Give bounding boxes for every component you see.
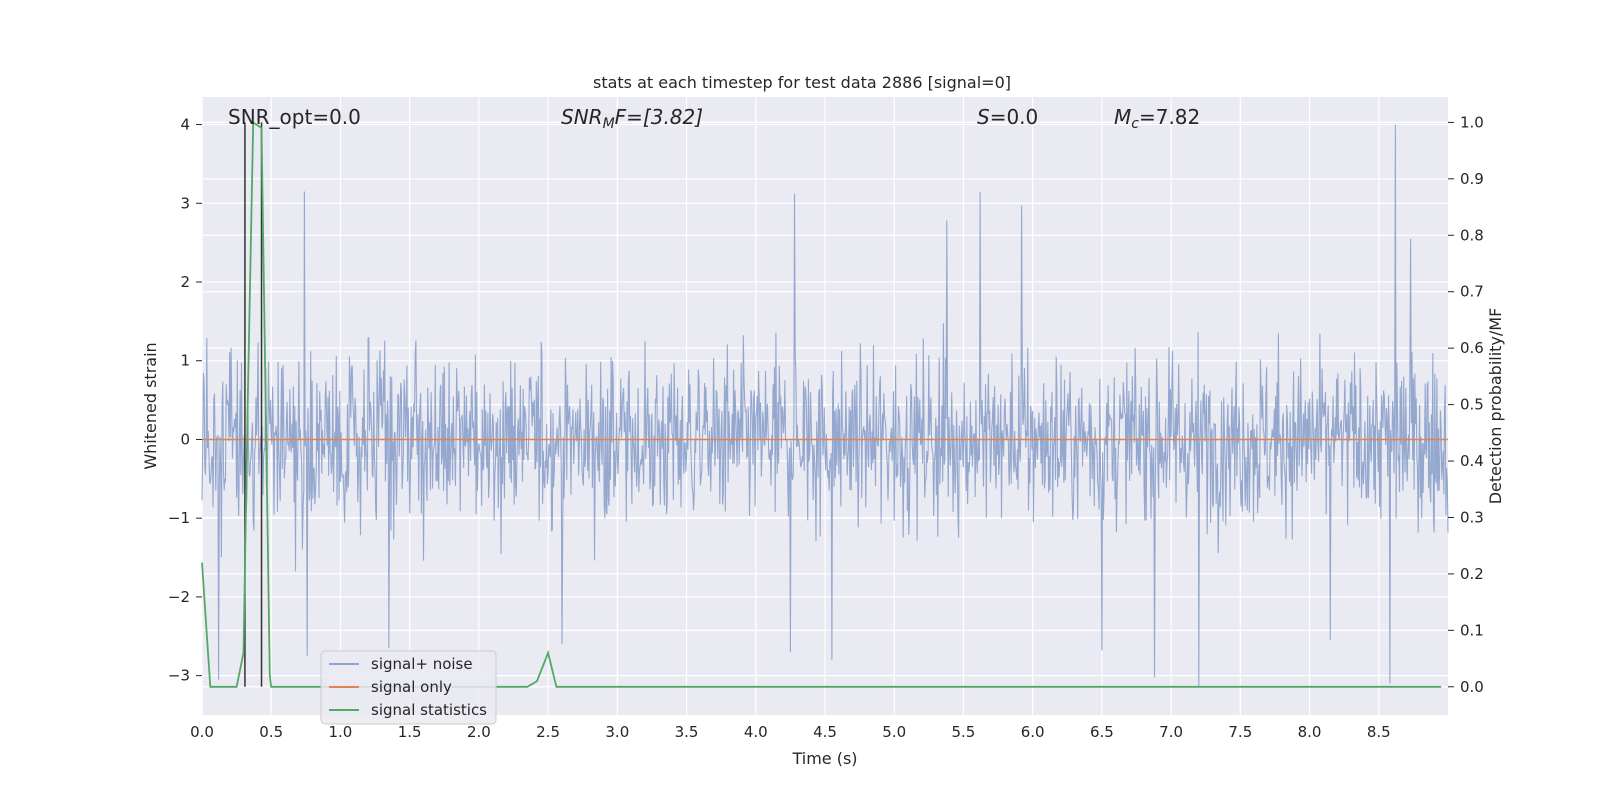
x-tick-label-10: 5.0 xyxy=(882,723,906,741)
y-right-tick-label-2: 0.2 xyxy=(1460,565,1484,583)
y-left-tick-label-6: 3 xyxy=(180,194,190,212)
x-tick-label-16: 8.0 xyxy=(1298,723,1322,741)
legend: signal+ noise signal only signal statist… xyxy=(320,650,497,725)
x-tick-label-2: 1.0 xyxy=(329,723,353,741)
y-left-tick-label-0: −3 xyxy=(168,667,190,685)
y-left-tick-label-5: 2 xyxy=(180,273,190,291)
y-right-tick-label-0: 0.0 xyxy=(1460,678,1484,696)
x-tick-label-3: 1.5 xyxy=(398,723,422,741)
x-tick-label-14: 7.0 xyxy=(1159,723,1183,741)
y-right-axis-ticks: 0.0 0.1 0.2 0.3 0.4 0.5 0.6 0.7 0.8 0.9 1.0 xyxy=(1448,113,1484,696)
annotation-s-main: S xyxy=(977,105,990,129)
annotation-mc: Mc=7.82 xyxy=(1114,105,1200,132)
annotation-mc-main: M xyxy=(1114,105,1131,129)
chart-title: stats at each timestep for test data 288… xyxy=(593,73,1011,92)
annotation-s: S=0.0 xyxy=(977,105,1038,129)
annotation-snr-opt: SNR_opt=0.0 xyxy=(228,105,361,129)
y-right-tick-label-8: 0.8 xyxy=(1460,226,1484,244)
x-tick-label-17: 8.5 xyxy=(1367,723,1391,741)
x-tick-label-1: 0.5 xyxy=(259,723,283,741)
series-signal-noise xyxy=(201,124,1449,688)
annotation-snr-mf-sub: M xyxy=(603,116,615,132)
x-tick-label-15: 7.5 xyxy=(1228,723,1252,741)
annotation-snr-mf: SNRMF=[3.82] xyxy=(561,105,703,132)
x-tick-label-13: 6.5 xyxy=(1090,723,1114,741)
y-right-tick-label-9: 0.9 xyxy=(1460,170,1484,188)
x-tick-label-0: 0.0 xyxy=(190,723,214,741)
annotation-s-rest: =0.0 xyxy=(990,105,1039,129)
legend-box xyxy=(320,650,497,725)
legend-label-signal-only: signal only xyxy=(371,678,452,696)
line-signal-noise xyxy=(201,124,1449,688)
x-tick-label-6: 3.0 xyxy=(605,723,629,741)
x-tick-label-5: 2.5 xyxy=(536,723,560,741)
y-right-tick-label-4: 0.4 xyxy=(1460,452,1484,470)
y-left-axis-ticks: −3 −2 −1 0 1 2 3 4 xyxy=(168,116,202,685)
legend-label-signal-statistics: signal statistics xyxy=(371,701,487,719)
y-right-tick-label-1: 0.1 xyxy=(1460,621,1484,639)
y-right-tick-label-5: 0.5 xyxy=(1460,396,1484,414)
y-right-tick-label-3: 0.3 xyxy=(1460,508,1484,526)
x-tick-label-7: 3.5 xyxy=(675,723,699,741)
x-tick-label-9: 4.5 xyxy=(813,723,837,741)
y-right-axis-label: Detection probability/MF xyxy=(1486,308,1505,505)
y-left-tick-label-1: −2 xyxy=(168,588,190,606)
y-left-axis-label: Whitened strain xyxy=(141,342,160,469)
annotation-mc-sub: c xyxy=(1131,116,1139,132)
y-left-tick-label-3: 0 xyxy=(180,430,190,448)
x-tick-label-4: 2.0 xyxy=(467,723,491,741)
x-axis-label: Time (s) xyxy=(791,749,857,768)
x-tick-label-11: 5.5 xyxy=(952,723,976,741)
y-right-tick-label-7: 0.7 xyxy=(1460,283,1484,301)
annotation-mc-rest: =7.82 xyxy=(1139,105,1200,129)
y-left-tick-label-7: 4 xyxy=(180,116,190,134)
y-left-tick-label-4: 1 xyxy=(180,352,190,370)
y-left-tick-label-2: −1 xyxy=(168,509,190,527)
annotation-snr-mf-main: SNR xyxy=(561,105,603,129)
line-signal-statistics xyxy=(201,120,1442,688)
annotation-snr-mf-rest: F=[3.82] xyxy=(615,105,703,129)
x-axis-ticks: 0.0 0.5 1.0 1.5 2.0 2.5 3.0 3.5 4.0 4.5 5.0 5.5 6.0 6… xyxy=(190,723,1391,741)
x-tick-label-8: 4.0 xyxy=(744,723,768,741)
x-tick-label-12: 6.0 xyxy=(1021,723,1045,741)
y-right-tick-label-6: 0.6 xyxy=(1460,339,1484,357)
y-right-tick-label-10: 1.0 xyxy=(1460,113,1484,131)
series-signal-statistics xyxy=(201,120,1442,688)
legend-label-signal-noise: signal+ noise xyxy=(371,655,473,673)
